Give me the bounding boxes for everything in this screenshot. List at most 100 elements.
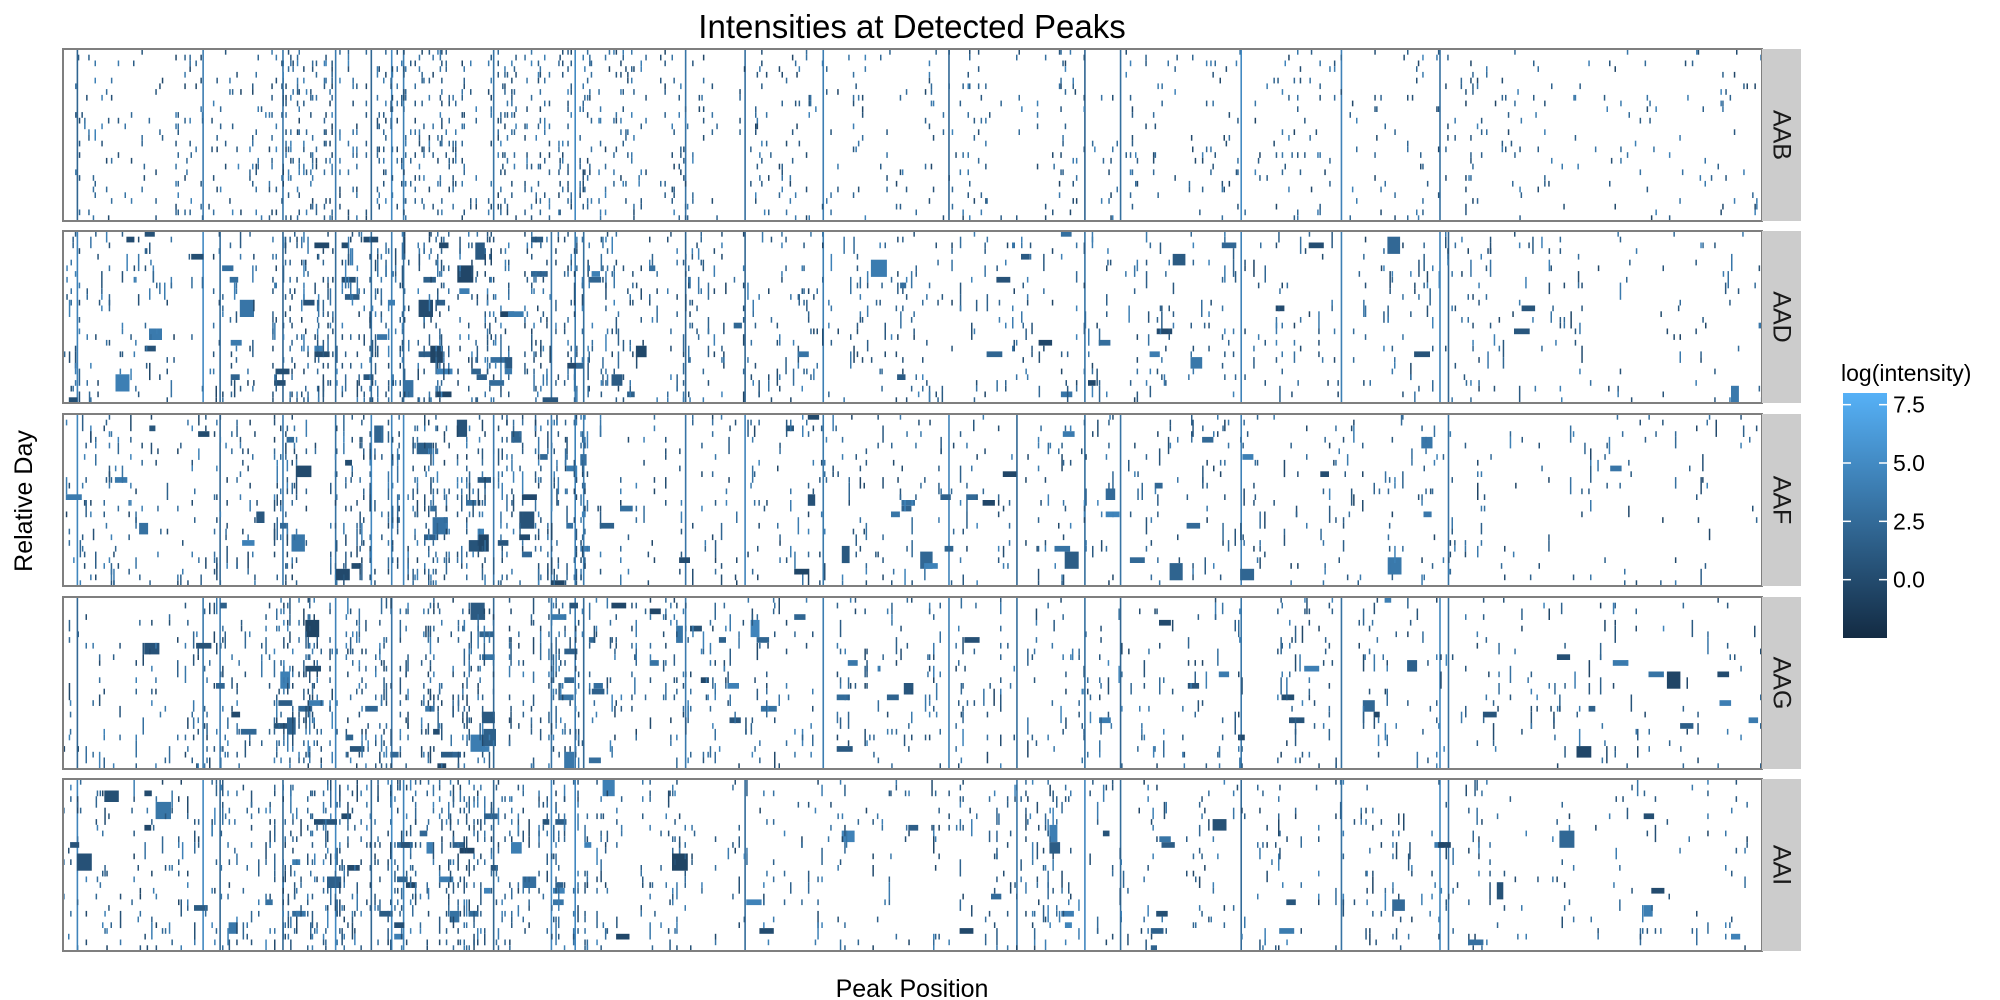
heatmap-tile	[356, 123, 358, 130]
heatmap-tile	[462, 688, 464, 695]
heatmap-tile	[110, 580, 113, 586]
heatmap-tile	[133, 276, 136, 283]
heatmap-tile	[268, 654, 271, 660]
heatmap-tile	[1465, 186, 1467, 193]
heatmap-tile	[86, 294, 88, 300]
heatmap-tile	[236, 723, 238, 735]
heatmap-tile	[484, 431, 486, 437]
peak-line	[1340, 597, 1343, 769]
heatmap-tile	[564, 459, 567, 466]
heatmap-tile	[750, 146, 752, 153]
heatmap-tile	[280, 660, 282, 666]
heatmap-tile	[428, 231, 431, 237]
heatmap-tile	[1169, 442, 1172, 449]
heatmap-tile	[1026, 276, 1029, 283]
peak-line	[282, 414, 284, 586]
heatmap-tile	[445, 551, 448, 558]
heatmap-tile	[256, 500, 258, 506]
heatmap-tile	[149, 648, 151, 655]
heatmap-tile	[238, 763, 240, 769]
heatmap-tile	[504, 368, 513, 375]
heatmap-tile	[613, 271, 615, 289]
peak-line	[582, 597, 585, 769]
heatmap-tile	[950, 488, 953, 495]
heatmap-tile	[437, 209, 439, 216]
heatmap-tile	[305, 419, 308, 437]
heatmap-tile	[303, 169, 305, 176]
heatmap-tile	[470, 89, 472, 95]
heatmap-tile	[678, 112, 680, 118]
heatmap-tile	[537, 477, 540, 483]
heatmap-tile	[396, 563, 399, 569]
heatmap-tile	[721, 253, 723, 260]
heatmap-tile	[1275, 339, 1278, 346]
heatmap-tile	[511, 568, 513, 575]
heatmap-tile	[383, 642, 385, 649]
heatmap-tile	[1421, 425, 1423, 432]
heatmap-tile	[1136, 391, 1139, 403]
heatmap-tile	[311, 683, 314, 689]
heatmap-tile	[680, 511, 683, 523]
heatmap-tile	[1012, 317, 1014, 329]
heatmap-tile	[448, 288, 450, 294]
heatmap-tile	[1451, 305, 1453, 312]
heatmap-tile	[901, 169, 904, 176]
heatmap-tile	[399, 345, 401, 352]
heatmap-tile	[1639, 419, 1641, 426]
heatmap-tile	[563, 271, 566, 277]
heatmap-tile	[239, 442, 242, 449]
heatmap-tile	[374, 425, 384, 443]
heatmap-tile	[742, 317, 745, 323]
heatmap-tile	[90, 511, 92, 518]
heatmap-tile	[542, 374, 545, 386]
heatmap-tile	[463, 66, 465, 72]
heatmap-tile	[905, 89, 908, 95]
heatmap-tile	[1394, 192, 1396, 198]
heatmap-tile	[1096, 322, 1098, 329]
heatmap-tile	[1626, 152, 1629, 158]
heatmap-tile	[78, 140, 81, 147]
heatmap-tile	[1168, 334, 1170, 340]
heatmap-tile	[702, 117, 705, 124]
heatmap-tile	[481, 471, 484, 477]
heatmap-tile	[711, 419, 714, 426]
heatmap-tile	[135, 339, 137, 346]
heatmap-tile	[432, 517, 448, 535]
heatmap-tile	[396, 203, 398, 210]
heatmap-tile	[579, 163, 581, 170]
heatmap-tile	[448, 117, 450, 124]
heatmap-tile	[296, 242, 298, 249]
heatmap-tile	[343, 431, 345, 437]
heatmap-tile	[85, 477, 87, 483]
heatmap-tile	[305, 265, 307, 272]
heatmap-tile	[137, 391, 140, 398]
heatmap-tile	[1221, 276, 1224, 283]
heatmap-tile	[295, 454, 298, 460]
heatmap-tile	[330, 488, 332, 495]
heatmap-tile	[268, 602, 271, 609]
heatmap-tile	[1237, 169, 1239, 176]
heatmap-tile	[349, 608, 352, 615]
heatmap-tile	[196, 763, 198, 769]
heatmap-tile	[789, 180, 792, 187]
heatmap-tile	[329, 322, 332, 329]
heatmap-tile	[1288, 186, 1290, 193]
heatmap-tile	[350, 362, 352, 369]
heatmap-tile	[1167, 60, 1169, 67]
heatmap-tile	[309, 717, 311, 735]
heatmap-tile	[377, 253, 379, 260]
heatmap-tile	[435, 391, 437, 398]
heatmap-tile	[531, 282, 533, 289]
heatmap-tile	[396, 557, 399, 563]
heatmap-tile	[441, 700, 443, 706]
heatmap-tile	[617, 385, 620, 392]
heatmap-tile	[1260, 242, 1262, 249]
heatmap-tile	[1714, 242, 1716, 249]
heatmap-tile	[327, 322, 329, 329]
heatmap-tile	[512, 431, 515, 437]
heatmap-tile	[276, 465, 278, 483]
heatmap-tile	[1569, 425, 1572, 443]
heatmap-tile	[432, 203, 434, 210]
heatmap-tile	[1219, 574, 1222, 581]
heatmap-tile	[455, 157, 457, 164]
